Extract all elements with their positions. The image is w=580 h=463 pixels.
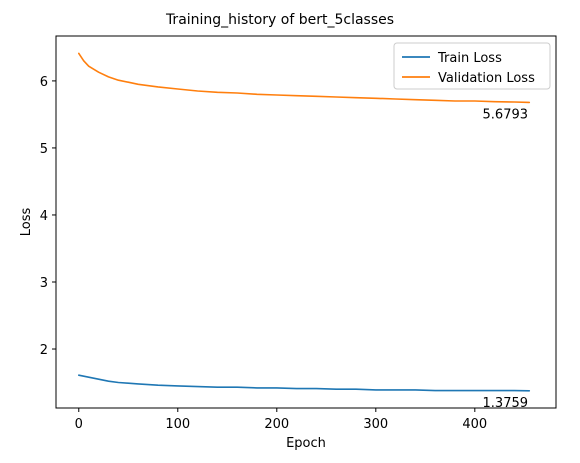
x-tick-label: 400 xyxy=(462,417,487,432)
final-value-label: 1.3759 xyxy=(483,396,529,411)
x-tick-label: 0 xyxy=(75,417,83,432)
x-tick-label: 300 xyxy=(363,417,388,432)
y-axis: 2 3 4 5 6 xyxy=(40,75,56,358)
final-value-label: 5.6793 xyxy=(483,107,529,122)
y-tick-label: 6 xyxy=(40,75,48,90)
legend: Train Loss Validation Loss xyxy=(393,42,551,90)
plot-area: 1.3759 5.6793 xyxy=(55,35,557,411)
x-tick-label: 200 xyxy=(264,417,289,432)
series-line-train-loss xyxy=(78,374,531,392)
x-tick-label: 100 xyxy=(165,417,190,432)
legend-entry-label: Validation Loss xyxy=(438,71,535,86)
series-line-validation-loss xyxy=(78,52,531,104)
legend-entry-label: Train Loss xyxy=(437,51,502,66)
legend-box xyxy=(393,42,551,90)
y-tick-label: 4 xyxy=(40,209,48,224)
y-axis-label: Loss xyxy=(19,208,34,237)
y-tick-label: 3 xyxy=(40,276,48,291)
x-axis-label: Epoch xyxy=(286,436,326,451)
x-axis: 0 100 200 300 400 xyxy=(75,408,487,432)
annotation-layer: 1.3759 5.6793 xyxy=(483,107,529,410)
y-tick-label: 5 xyxy=(40,142,48,157)
chart-title: Training_history of bert_5classes xyxy=(165,12,394,28)
series-layer xyxy=(78,52,531,392)
axes-frame xyxy=(55,35,557,409)
y-tick-label: 2 xyxy=(40,343,48,358)
